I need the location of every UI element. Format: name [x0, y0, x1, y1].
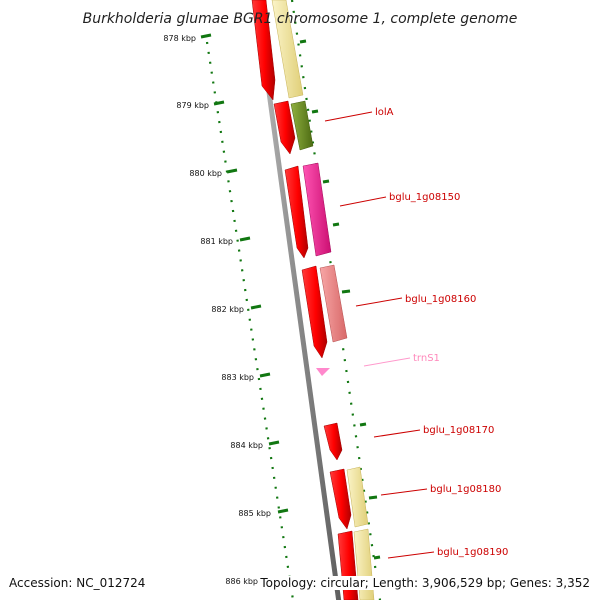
gene-arrow	[329, 468, 352, 530]
gene-arrow	[284, 165, 309, 259]
leader-line	[363, 357, 411, 367]
tick-mark	[250, 304, 262, 310]
tick-mark	[200, 33, 212, 39]
gene-arrow	[251, 0, 276, 101]
leader-line	[387, 551, 435, 559]
tick-mark	[322, 179, 330, 184]
tick-mark	[259, 372, 271, 378]
gene-label-trns1[interactable]: trnS1	[413, 353, 440, 364]
tick-label: 878 kbp	[163, 34, 196, 43]
gene-arrow	[301, 265, 328, 359]
genome-summary: Topology: circular; Length: 3,906,529 bp…	[258, 576, 590, 590]
gene-label-lola[interactable]: lolA	[375, 107, 394, 118]
gene-arrow-yellow	[271, 0, 304, 99]
gene-arrow-olive	[290, 100, 314, 151]
tick-label: 880 kbp	[189, 169, 222, 178]
tick-label: 883 kbp	[221, 373, 254, 382]
tick-mark	[213, 100, 225, 106]
tick-mark	[299, 39, 307, 44]
tick-label: 886 kbp	[225, 577, 258, 586]
tick-label: 881 kbp	[200, 237, 233, 246]
tick-mark	[359, 422, 367, 427]
gene-label-bglu-1g08180[interactable]: bglu_1g08180	[430, 484, 501, 495]
accession-label: Accession: NC_012724	[9, 576, 146, 590]
tick-mark	[268, 440, 280, 446]
gene-label-bglu-1g08170[interactable]: bglu_1g08170	[423, 425, 494, 436]
gene-arrow	[273, 100, 296, 155]
dotted-track	[205, 41, 295, 600]
tick-label: 884 kbp	[230, 441, 263, 450]
gene-arrow-magenta	[302, 162, 332, 257]
gene-label-bglu-1g08160[interactable]: bglu_1g08160	[405, 294, 476, 305]
leader-line	[339, 196, 387, 207]
gene-arrow-yellow	[346, 466, 369, 528]
tick-labels: 878 kbp 879 kbp 880 kbp 881 kbp 882 kbp …	[163, 34, 271, 586]
tick-mark	[226, 168, 238, 174]
forward-genes	[251, 0, 359, 600]
tick-mark	[373, 555, 381, 560]
tick-mark	[368, 495, 378, 500]
tick-mark	[332, 222, 340, 227]
map-title: Burkholderia glumae BGR1 chromosome 1, c…	[83, 11, 518, 27]
trna-marker	[316, 368, 330, 376]
leader-line	[380, 488, 428, 496]
gene-arrow	[323, 422, 343, 461]
tick-mark	[341, 289, 351, 294]
gene-label-bglu-1g08150[interactable]: bglu_1g08150	[389, 192, 460, 203]
tick-label: 882 kbp	[211, 305, 244, 314]
tick-marks	[200, 33, 381, 560]
gene-leaders	[324, 111, 435, 559]
gene-labels: lolA bglu_1g08150 bglu_1g08160 trnS1 bgl…	[375, 107, 508, 558]
tick-mark	[311, 109, 319, 114]
tick-label: 885 kbp	[238, 509, 271, 518]
gene-arrow-pink	[319, 264, 348, 343]
leader-line	[373, 429, 421, 438]
leader-line	[355, 297, 403, 307]
leader-line	[324, 111, 373, 122]
tick-mark	[239, 236, 251, 242]
tick-mark	[277, 508, 289, 514]
gene-label-bglu-1g08190[interactable]: bglu_1g08190	[437, 547, 508, 558]
tick-label: 879 kbp	[176, 101, 209, 110]
